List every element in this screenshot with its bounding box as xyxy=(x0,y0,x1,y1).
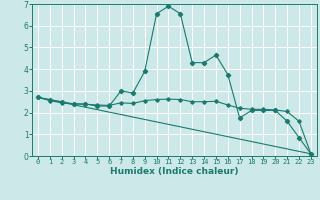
X-axis label: Humidex (Indice chaleur): Humidex (Indice chaleur) xyxy=(110,167,239,176)
